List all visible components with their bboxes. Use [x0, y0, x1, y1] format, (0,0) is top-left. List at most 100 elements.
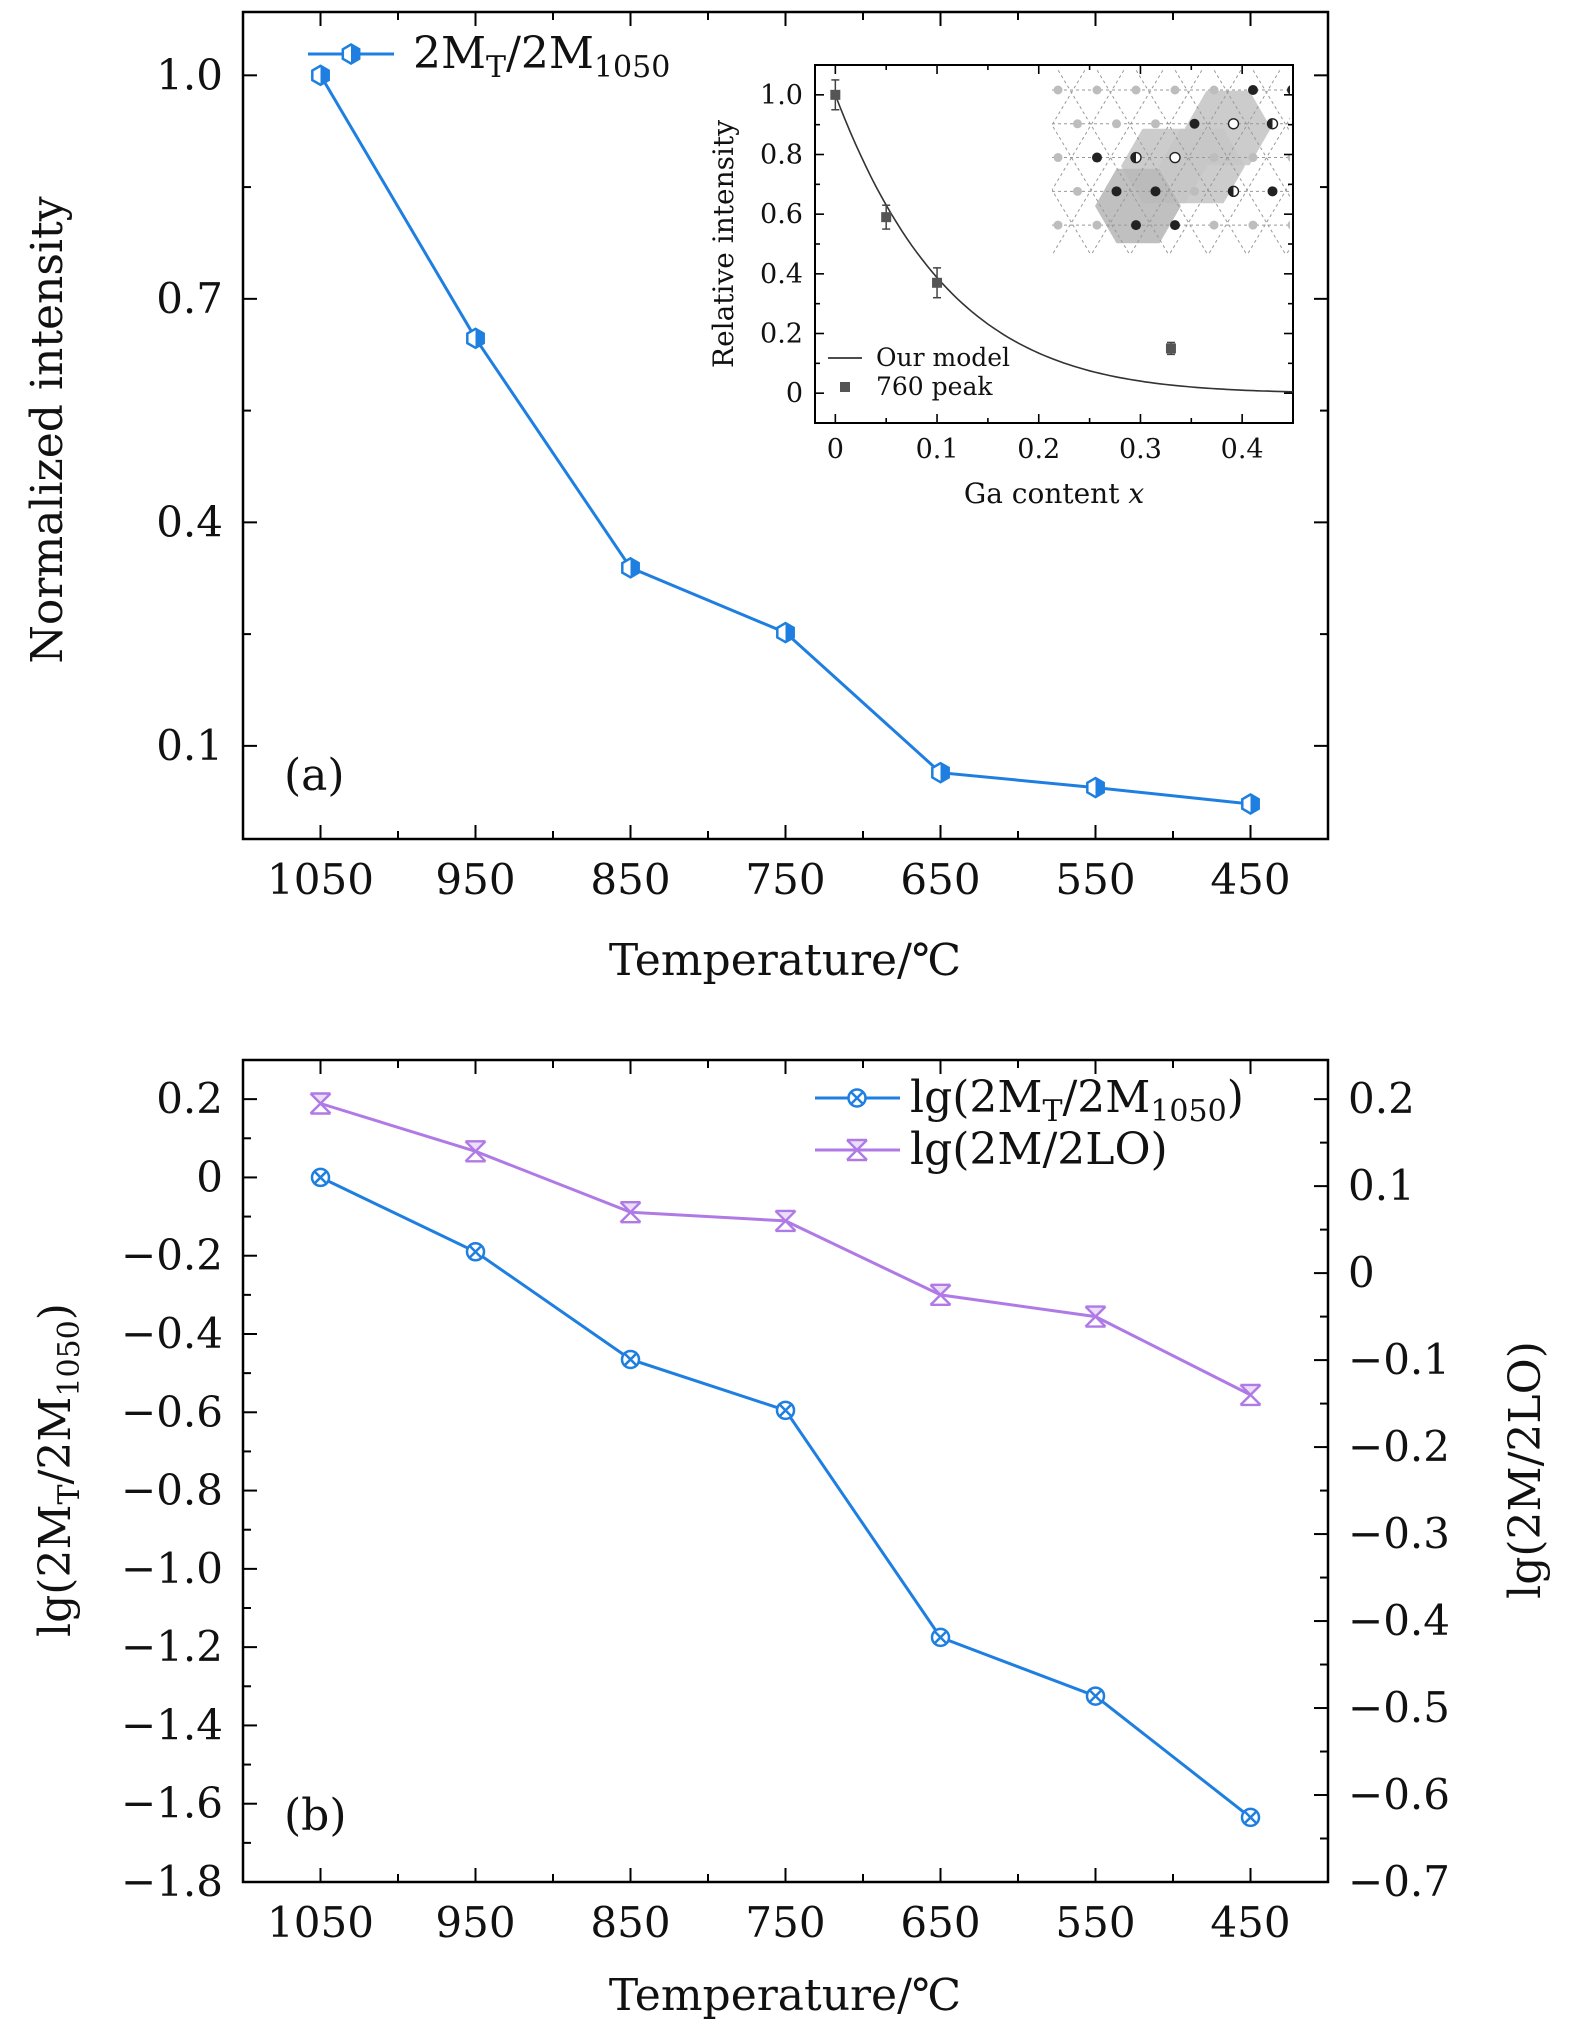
lattice-line	[1481, 60, 1575, 255]
lattice-atom-grey	[1092, 85, 1102, 95]
data-point-b2-fill	[1240, 1384, 1261, 1395]
data-point-b2-fill	[775, 1210, 796, 1221]
inset-data-point	[830, 89, 841, 100]
inset-x-tick-label: 0.1	[916, 434, 959, 465]
y-tick-label-right-b: −0.6	[1348, 1770, 1450, 1819]
data-point-b2	[619, 1201, 642, 1224]
lattice-atom-halffill	[1267, 118, 1273, 129]
x-tick-label-b: 1050	[267, 1898, 374, 1947]
data-point-b1	[620, 1349, 641, 1370]
data-point-b2-fill	[930, 1284, 951, 1295]
legend-bowtie-b2	[846, 1138, 868, 1162]
data-point-b1	[310, 1167, 331, 1188]
y-tick-label-left-b: −1.6	[121, 1779, 223, 1828]
data-point-b2-shape	[309, 1092, 332, 1115]
data-point-b1-x2	[1243, 1810, 1258, 1825]
lattice-line	[1520, 60, 1575, 255]
lattice-atom-grey	[1073, 186, 1082, 196]
data-point-b2-fill	[465, 1141, 486, 1152]
data-point-a	[311, 64, 330, 87]
data-point-b2-shape	[1239, 1383, 1262, 1407]
lattice-hexagon	[1159, 128, 1245, 204]
panel-a-legend: 2MT/2M1050	[308, 28, 670, 85]
lattice-atom-dark	[1267, 186, 1278, 197]
data-point-b2-shape	[929, 1283, 952, 1307]
data-point-b1-x2	[313, 1170, 328, 1185]
panel-a-ylabel: Normalized intensity	[22, 196, 73, 663]
lattice-atom-halffill	[1131, 152, 1136, 163]
y-tick-label-a: 0.1	[156, 721, 223, 770]
panel-b-frame	[241, 1058, 1330, 1884]
x-tick-label-a: 950	[435, 855, 515, 904]
data-point-b2	[929, 1283, 952, 1307]
inset-data-point	[1165, 343, 1176, 354]
data-point-b1	[1240, 1807, 1261, 1828]
lattice-atom-halffill	[1228, 186, 1234, 197]
inset-x-tick-label: 0	[827, 434, 844, 465]
lattice-line	[1559, 60, 1575, 255]
inset-y-tick-label: 0.4	[760, 259, 803, 290]
y-tick-label-a: 1.0	[156, 50, 223, 99]
data-point-a	[466, 327, 485, 350]
series-line-b1	[319, 1176, 1252, 1819]
y-tick-label-left-b: −0.8	[121, 1466, 223, 1515]
x-tick-label-b: 450	[1210, 1898, 1290, 1947]
lattice-atom-grey	[1209, 153, 1219, 163]
data-point-a-fill	[940, 763, 949, 783]
x-tick-label-b: 850	[590, 1898, 670, 1947]
panel-b: 1050 950 850 750 650 550 450 0.2 0 −0.2 −0.4 −0.6 −0…	[30, 1058, 1551, 2021]
data-point-a	[1241, 793, 1260, 815]
lattice-atom-grey	[1151, 119, 1160, 129]
data-point-b1-x2	[1088, 1689, 1103, 1703]
lattice-atom-grey	[1209, 85, 1219, 95]
panel-b-label: (b)	[284, 1790, 347, 1841]
lattice-line	[1442, 60, 1559, 255]
panel-b-xlabel: Temperature/℃	[609, 1970, 961, 2021]
lattice-atom-grey	[1209, 220, 1219, 230]
lattice-atom-open	[1169, 151, 1181, 164]
lattice-line	[1559, 60, 1575, 255]
y-tick-label-left-b: −0.6	[121, 1387, 223, 1436]
inset-y-tick-label: 0.6	[760, 199, 803, 230]
data-point-b1-x2	[778, 1403, 793, 1418]
data-point-b1-x2	[623, 1352, 638, 1367]
legend-hex-a-fill	[351, 44, 360, 64]
lattice-line	[1442, 60, 1559, 255]
data-point-a	[1086, 776, 1105, 799]
data-point-b1	[775, 1400, 796, 1421]
y-tick-label-right-b: 0	[1348, 1248, 1375, 1297]
lattice-line	[1481, 60, 1575, 255]
data-point-a-fill	[475, 328, 484, 348]
y-tick-label-left-b: −1.8	[121, 1857, 223, 1906]
lattice-atom-half	[1130, 151, 1142, 164]
panel-b-series	[309, 1092, 1262, 1828]
data-point-a	[776, 621, 795, 644]
y-tick-label-left-b: 0	[196, 1152, 223, 1201]
inset-data-point	[932, 277, 943, 288]
y-tick-label-right-b: −0.5	[1348, 1683, 1450, 1732]
inset-xlabel: Ga content x	[964, 477, 1145, 510]
data-point-b2-fill	[310, 1093, 331, 1104]
lattice-atom-dark	[1248, 85, 1258, 95]
data-point-a-fill	[785, 623, 794, 643]
lattice-atom-grey	[1170, 85, 1180, 95]
lattice-line	[1403, 60, 1520, 255]
legend-bowtie-b2-fill	[847, 1140, 867, 1150]
x-tick-label-a: 1050	[267, 855, 374, 904]
legend-crosscircle-b1	[847, 1088, 867, 1108]
inset-y-tick-label: 0	[786, 378, 803, 409]
inset-legend: Our model 760 peak	[828, 343, 1010, 401]
inset-chart: 0 0.1 0.2 0.3 0.4 1.0 0.8 0.6 0.4 0.2 0 Our model …	[707, 60, 1575, 510]
x-tick-label-b: 950	[435, 1898, 515, 1947]
panel-a-ticks: 1050 950 850 750 650 550 450 1.0 0.7 0.4 0.1	[156, 12, 1328, 904]
inset-x-tick-label: 0.2	[1017, 434, 1060, 465]
data-point-b1-x2	[933, 1630, 948, 1645]
lattice-line	[1174, 70, 1287, 256]
inset-ticks: 0 0.1 0.2 0.3 0.4 1.0 0.8 0.6 0.4 0.2 0	[760, 65, 1293, 465]
inset-x-tick-label: 0.4	[1221, 434, 1264, 465]
y-tick-label-left-b: −0.4	[121, 1309, 223, 1358]
data-point-a-fill	[630, 558, 639, 578]
data-point-b1	[1085, 1686, 1106, 1706]
lattice-line	[1364, 60, 1481, 255]
